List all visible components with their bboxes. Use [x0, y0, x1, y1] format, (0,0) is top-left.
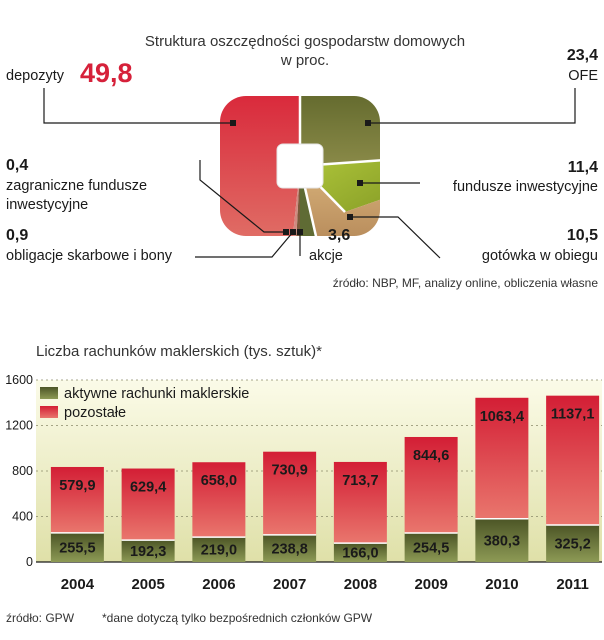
bar-label-pozostale-2006: 658,0: [201, 473, 237, 489]
value-akcje: 3,6: [328, 227, 350, 244]
value-ofe: 23,4: [567, 47, 598, 64]
bar-label-aktywne-2011: 325,2: [554, 537, 590, 553]
y-tick-label: 1600: [5, 373, 33, 387]
pie-title-line2: w proc.: [280, 52, 329, 69]
footer-source: źródło: GPW: [6, 611, 75, 625]
x-tick-label-2011: 2011: [556, 576, 589, 593]
x-tick-label-2009: 2009: [414, 576, 447, 593]
x-tick-label-2010: 2010: [485, 576, 518, 593]
bar-pozostale-2004: [50, 466, 104, 533]
x-tick-label-2006: 2006: [202, 576, 235, 593]
bar-label-pozostale-2011: 1137,1: [551, 407, 595, 423]
bar-label-pozostale-2005: 629,4: [130, 480, 166, 496]
bar-label-aktywne-2007: 238,8: [271, 541, 307, 557]
y-tick-label: 1200: [5, 419, 33, 433]
segment-depozyty: [220, 96, 300, 236]
bar-label-aktywne-2008: 166,0: [342, 546, 378, 562]
bar-aktywne-2011: [546, 525, 600, 562]
bar-aktywne-2010: [475, 518, 529, 562]
x-tick-label-2005: 2005: [131, 576, 164, 593]
bar-label-aktywne-2004: 255,5: [59, 540, 95, 556]
value-depozyty: 49,8: [80, 58, 133, 88]
bar-label-pozostale-2010: 1063,4: [480, 409, 524, 425]
bar-aktywne-2007: [263, 534, 317, 562]
bar-pozostale-2008: [333, 461, 387, 544]
bar-pozostale-2006: [192, 462, 246, 538]
legend-swatch-pozostale: [40, 406, 58, 418]
pie-title-line1: Struktura oszczędności gospodarstw domow…: [145, 33, 465, 50]
label-depozyty: depozyty: [6, 68, 65, 84]
value-gotowka: 10,5: [567, 227, 598, 244]
bar-label-pozostale-2008: 713,7: [342, 473, 378, 489]
segment-gotowka: [300, 166, 380, 236]
footer-note: *dane dotyczą tylko bezpośrednich członk…: [102, 611, 373, 625]
x-tick-label-2008: 2008: [344, 576, 377, 593]
bar-pozostale-2005: [121, 468, 175, 541]
x-tick-label-2007: 2007: [273, 576, 306, 593]
value-zagraniczne: 0,4: [6, 157, 28, 174]
bar-label-pozostale-2007: 730,9: [271, 463, 307, 479]
bar-pozostale-2009: [404, 436, 458, 534]
bar-label-aktywne-2010: 380,3: [484, 533, 520, 549]
y-tick-label: 400: [12, 510, 33, 524]
bar-aktywne-2004: [50, 532, 104, 562]
bar-label-pozostale-2004: 579,9: [59, 478, 95, 494]
legend-pozostale: pozostałe: [64, 405, 126, 421]
label-gotowka: gotówka w obiegu: [482, 248, 598, 264]
label-ofe: OFE: [568, 68, 598, 84]
label-zagraniczne-2: inwestycyjne: [6, 197, 88, 213]
bar-label-aktywne-2009: 254,5: [413, 541, 449, 557]
label-zagraniczne-1: zagraniczne fundusze: [6, 178, 147, 194]
value-obligacje: 0,9: [6, 227, 28, 244]
legend-aktywne: aktywne rachunki maklerskie: [64, 386, 249, 402]
label-akcje: akcje: [309, 248, 343, 264]
bar-label-aktywne-2006: 219,0: [201, 543, 237, 559]
label-obligacje: obligacje skarbowe i bony: [6, 248, 173, 264]
legend-swatch-aktywne: [40, 387, 58, 399]
bar-pozostale-2010: [475, 397, 529, 519]
bar-pozostale-2007: [263, 451, 317, 535]
donut-hole: [276, 143, 324, 189]
bar-aktywne-2006: [192, 537, 246, 562]
brokerage-accounts-chart: Liczba rachunków maklerskich (tys. sztuk…: [5, 343, 602, 625]
y-tick-label: 800: [12, 464, 33, 478]
y-tick-label: 0: [26, 555, 33, 569]
bar-aktywne-2005: [121, 540, 175, 562]
label-fundusze: fundusze inwestycyjne: [453, 179, 598, 195]
bar-chart-title: Liczba rachunków maklerskich (tys. sztuk…: [36, 343, 322, 360]
x-tick-label-2004: 2004: [61, 576, 95, 593]
bar-pozostale-2011: [546, 395, 600, 526]
bar-aktywne-2009: [404, 533, 458, 562]
savings-structure-chart: Struktura oszczędności gospodarstw domow…: [6, 33, 599, 290]
pie-source: źródło: NBP, MF, analizy online, oblicze…: [333, 276, 599, 290]
bar-aktywne-2008: [333, 543, 387, 562]
bar-label-pozostale-2009: 844,6: [413, 448, 449, 464]
leader-lines: [43, 88, 576, 259]
legend: aktywne rachunki maklerskie pozostałe: [40, 386, 249, 421]
value-fundusze: 11,4: [568, 159, 598, 176]
bar-label-aktywne-2005: 192,3: [130, 544, 166, 560]
